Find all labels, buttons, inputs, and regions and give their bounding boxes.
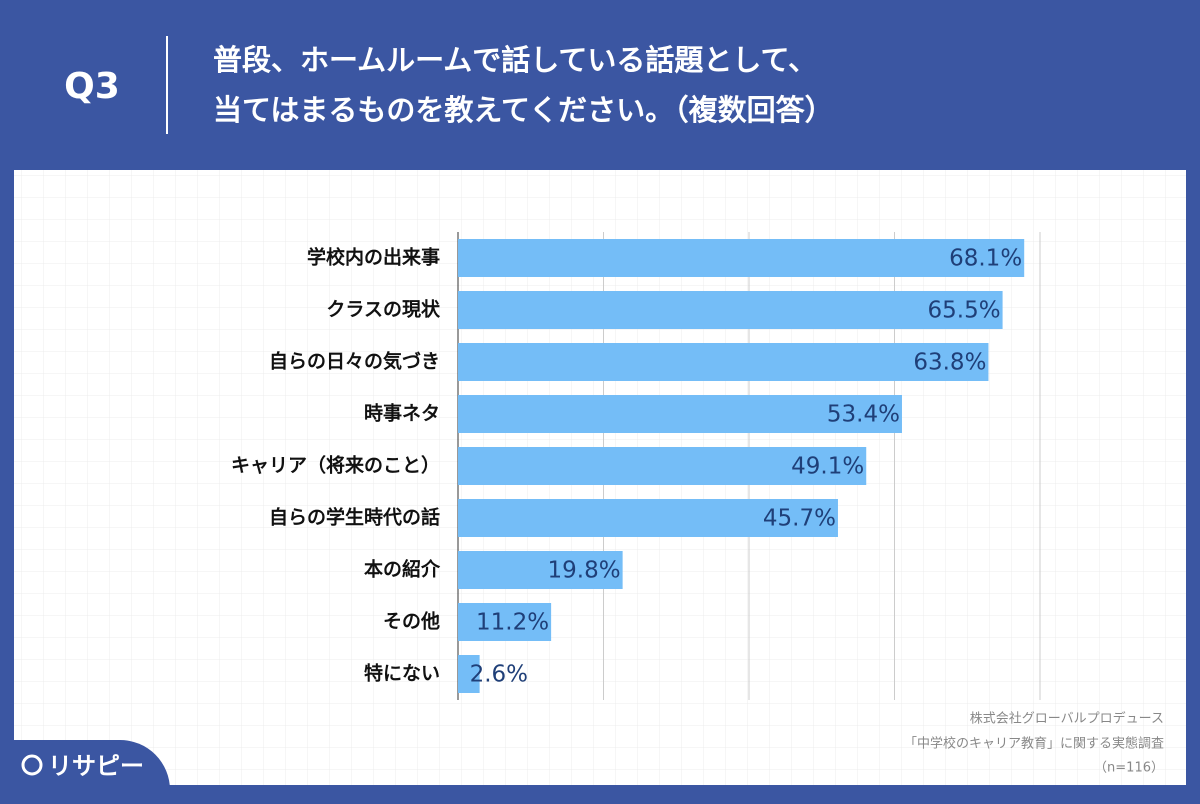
source: 株式会社グローバルプロデュース (970, 711, 1164, 727)
title-line: 普段、ホームルームで話している話題として、 (213, 43, 817, 77)
value-label: 68.1% (949, 246, 1022, 272)
category-label: キャリア（将来のこと） (231, 454, 440, 477)
value-label: 2.6% (470, 662, 528, 688)
bar (458, 447, 867, 485)
category-label: 自らの日々の気づき (269, 350, 440, 373)
category-label: 時事ネタ (364, 402, 440, 425)
question-label: Q3 (64, 66, 120, 107)
category-label: 学校内の出来事 (307, 246, 440, 269)
bar (458, 239, 1025, 277)
bar (458, 603, 552, 641)
title-line: 当てはまるものを教えてください。（複数回答） (213, 93, 834, 127)
source: （n=116） (1094, 761, 1164, 776)
source: 「中学校のキャリア教育」に関する実態調査 (904, 736, 1164, 752)
category-label: 自らの学生時代の話 (269, 506, 440, 529)
value-label: 11.2% (476, 610, 549, 636)
logo-tab (0, 740, 170, 800)
plot: 学校内の出来事 68.1% クラスの現状 65.5% 自らの日々の気づき 63.8% 時事ネ… (231, 232, 1041, 700)
category-label: 特にない (364, 663, 440, 685)
bar (458, 655, 480, 693)
value-label: 45.7% (763, 506, 836, 532)
bar (458, 551, 623, 589)
value-label: 19.8% (548, 558, 621, 584)
category-label: 本の紹介 (364, 558, 441, 581)
bar (458, 499, 838, 537)
category-label: クラスの現状 (326, 298, 441, 321)
category-label: その他 (383, 610, 440, 633)
bar (458, 291, 1003, 329)
bar (458, 395, 902, 433)
bar (458, 343, 989, 381)
logo-icon (21, 754, 43, 776)
value-label: 49.1% (791, 454, 864, 480)
value-label: 65.5% (928, 298, 1001, 324)
value-label: 53.4% (827, 402, 900, 428)
value-label: 63.8% (913, 350, 986, 376)
logo: リサピー (48, 752, 144, 780)
